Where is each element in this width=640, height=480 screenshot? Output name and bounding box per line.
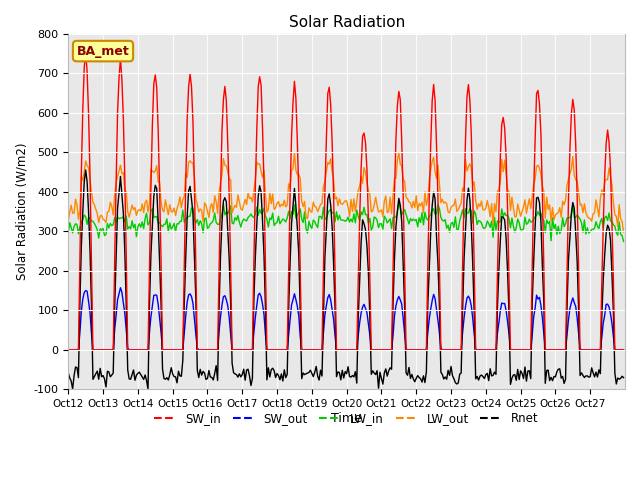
Legend: SW_in, SW_out, LW_in, LW_out, Rnet: SW_in, SW_out, LW_in, LW_out, Rnet bbox=[150, 407, 543, 430]
SW_in bbox=[461, 136, 469, 142]
Rnet bbox=[353, 380, 360, 386]
LW_out bbox=[351, 209, 359, 215]
SW_in bbox=[617, 347, 625, 353]
Line: LW_out: LW_out bbox=[68, 153, 623, 232]
SW_out bbox=[100, 347, 108, 353]
LW_out bbox=[83, 163, 91, 168]
SW_in bbox=[545, 347, 552, 353]
SW_out bbox=[620, 347, 627, 353]
LW_out bbox=[100, 217, 108, 223]
Rnet bbox=[84, 209, 92, 215]
SW_out bbox=[545, 347, 552, 353]
SW_in bbox=[84, 111, 92, 117]
LW_in bbox=[100, 233, 108, 239]
LW_out bbox=[620, 229, 627, 235]
SW_out bbox=[83, 288, 91, 294]
SW_in bbox=[620, 347, 627, 353]
LW_in bbox=[395, 199, 403, 205]
SW_in bbox=[82, 48, 90, 54]
Line: SW_in: SW_in bbox=[68, 51, 623, 350]
SW_in bbox=[65, 347, 72, 353]
LW_in bbox=[461, 206, 469, 212]
Text: BA_met: BA_met bbox=[77, 45, 129, 58]
LW_out bbox=[545, 206, 552, 212]
Title: Solar Radiation: Solar Radiation bbox=[289, 15, 404, 30]
Rnet bbox=[82, 167, 90, 173]
Rnet bbox=[546, 378, 554, 384]
Line: SW_out: SW_out bbox=[68, 288, 623, 350]
Rnet bbox=[620, 375, 627, 381]
LW_in bbox=[350, 211, 358, 216]
LW_out bbox=[461, 156, 469, 162]
X-axis label: Time: Time bbox=[332, 412, 362, 425]
LW_in bbox=[83, 221, 91, 227]
Rnet bbox=[102, 384, 110, 390]
Rnet bbox=[463, 197, 471, 203]
LW_in bbox=[65, 231, 72, 237]
Rnet bbox=[618, 373, 626, 379]
LW_out bbox=[617, 216, 625, 222]
LW_out bbox=[291, 150, 298, 156]
LW_in bbox=[545, 221, 552, 227]
SW_in bbox=[351, 347, 359, 353]
LW_in bbox=[620, 239, 627, 244]
SW_out bbox=[65, 347, 72, 353]
SW_out bbox=[461, 303, 469, 309]
SW_in bbox=[102, 347, 110, 353]
SW_out bbox=[116, 285, 124, 290]
SW_out bbox=[351, 347, 359, 353]
Rnet bbox=[65, 370, 72, 376]
SW_out bbox=[617, 347, 625, 353]
Line: Rnet: Rnet bbox=[68, 170, 623, 389]
Rnet bbox=[144, 386, 152, 392]
LW_in bbox=[617, 231, 625, 237]
LW_out bbox=[65, 218, 72, 224]
Y-axis label: Solar Radiation (W/m2): Solar Radiation (W/m2) bbox=[15, 143, 28, 280]
Line: LW_in: LW_in bbox=[68, 202, 623, 241]
